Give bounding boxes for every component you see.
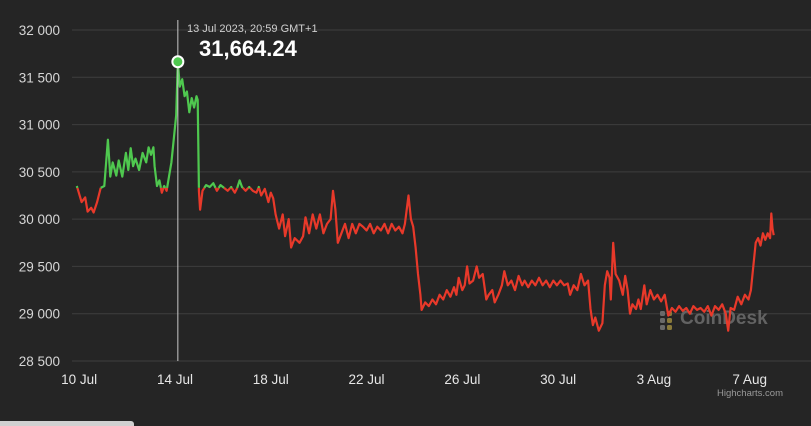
highcharts-credit-link[interactable]: Highcharts.com <box>717 388 783 399</box>
series-segment-down <box>164 187 169 192</box>
x-tick-label: 26 Jul <box>444 372 480 387</box>
x-axis-labels: 10 Jul 14 Jul 18 Jul 22 Jul 26 Jul 30 Jul 3 Au… <box>61 372 767 387</box>
x-tick-label: 30 Jul <box>540 372 576 387</box>
series-segment-up <box>236 179 244 189</box>
scrollbar-thumb[interactable] <box>0 421 134 426</box>
series-segment-up <box>75 185 79 189</box>
y-tick-label: 29 500 <box>19 259 60 274</box>
x-tick-label: 14 Jul <box>157 372 193 387</box>
series-segment-up <box>162 184 167 189</box>
y-tick-label: 32 000 <box>19 23 60 38</box>
y-tick-label: 31 500 <box>19 70 60 85</box>
series-segment-up <box>257 185 261 189</box>
logo-dot <box>667 325 672 330</box>
series-segment-down <box>258 187 775 332</box>
series-segment-up <box>166 60 200 189</box>
tooltip-date: 13 Jul 2023, 20:59 GMT+1 <box>187 23 318 35</box>
series-segment-up <box>217 184 225 189</box>
series-segment-down <box>197 187 206 211</box>
x-tick-label: 10 Jul <box>61 372 97 387</box>
series-segment-up <box>229 185 233 189</box>
series-segment-down <box>76 187 102 214</box>
y-tick-label: 29 000 <box>19 307 60 322</box>
y-tick-label: 30 000 <box>19 212 60 227</box>
series-segment-down <box>249 187 260 194</box>
watermark-text: CoinDesk <box>680 308 768 329</box>
tooltip-value: 31,664.24 <box>199 36 298 61</box>
y-tick-label: 28 500 <box>19 354 60 369</box>
series-segment-up <box>247 185 251 189</box>
y-tick-label: 30 500 <box>19 165 60 180</box>
logo-dot <box>660 325 665 330</box>
logo-dot <box>667 318 672 323</box>
logo-dot <box>660 311 665 316</box>
grid-lines <box>72 29 811 362</box>
x-tick-label: 3 Aug <box>637 372 672 387</box>
series-segment-down <box>242 187 250 192</box>
series-segment-down <box>230 187 239 194</box>
series-segment-down <box>214 187 220 192</box>
series-segment-down <box>223 187 232 192</box>
logo-dot <box>660 318 665 323</box>
hover-point-marker[interactable] <box>171 55 185 69</box>
series-line[interactable] <box>75 60 775 332</box>
series-segment-up <box>203 182 217 189</box>
x-tick-label: 22 Jul <box>349 372 385 387</box>
series-segment-up <box>100 138 162 189</box>
x-tick-label: 7 Aug <box>732 372 767 387</box>
coindesk-watermark: CoinDesk <box>660 308 768 330</box>
series-segment-down <box>159 187 165 194</box>
x-tick-label: 18 Jul <box>253 372 289 387</box>
y-axis-labels: 32 000 31 500 31 000 30 500 30 000 29 500 29 0… <box>19 23 60 369</box>
y-tick-label: 31 000 <box>19 118 60 133</box>
